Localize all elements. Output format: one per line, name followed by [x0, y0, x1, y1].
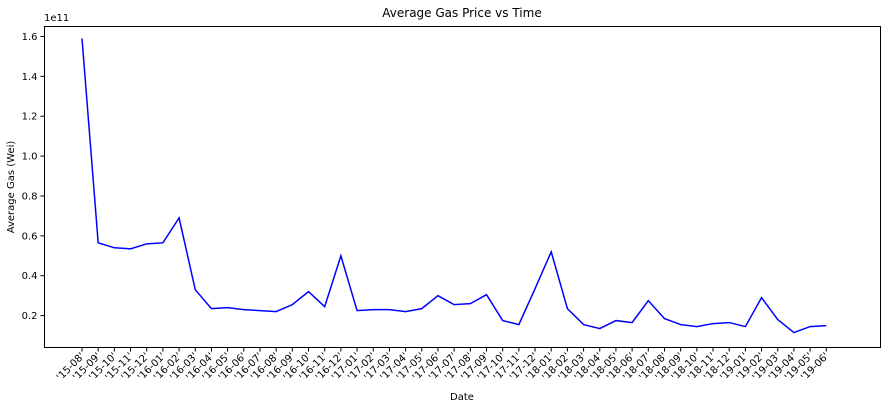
y-tick-label: 0.4 [22, 271, 38, 282]
x-axis: '15-08''15-09''15-10''15-11''15-12''16-0… [55, 347, 831, 383]
y-tick-label: 1.4 [22, 72, 38, 83]
series-line [81, 38, 827, 334]
chart-title: Average Gas Price vs Time [382, 6, 541, 20]
y-axis: 0.2 0.4 0.6 0.8 1.0 1.2 1.4 1.6 [22, 32, 45, 322]
y-tick-label: 0.6 [22, 231, 38, 242]
y-axis-label: Average Gas (Wei) [6, 141, 17, 234]
y-tick-label: 0.2 [22, 311, 38, 322]
x-axis-label: Date [450, 392, 474, 403]
y-tick-label: 0.8 [22, 191, 38, 202]
plot-area [44, 26, 881, 348]
y-tick-label: 1.6 [22, 32, 38, 43]
y-axis-scale-label: 1e11 [44, 13, 69, 24]
y-tick-label: 1.2 [22, 112, 38, 123]
y-tick-label: 1.0 [22, 152, 38, 163]
